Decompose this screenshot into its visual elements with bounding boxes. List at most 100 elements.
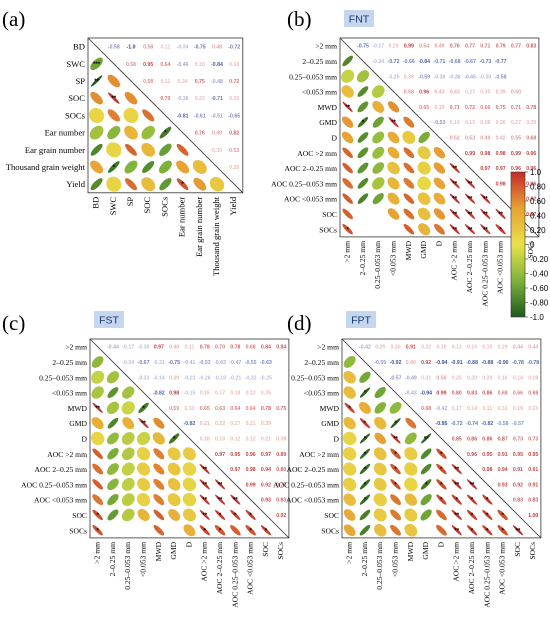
col-label: AOC 0.25–0.053 mm	[230, 542, 239, 608]
corr-value: -0.75	[194, 45, 206, 51]
corr-value: 0.31	[421, 375, 431, 381]
corr-value: -0.81	[177, 113, 189, 119]
signif-stars: *	[440, 452, 443, 458]
corr-ellipse	[153, 478, 165, 490]
corr-value: -0.57	[512, 421, 524, 427]
corr-ellipse	[495, 224, 506, 235]
signif-stars: *	[234, 513, 237, 519]
col-label: SOCs	[276, 542, 285, 560]
corr-ellipse	[482, 509, 493, 521]
panel-tag-box	[94, 311, 124, 328]
row-label: >2 mm	[317, 343, 339, 352]
corr-ellipse	[404, 432, 417, 445]
corr-ellipse	[417, 192, 431, 205]
corr-ellipse	[176, 178, 189, 191]
signif-stars: *	[249, 513, 252, 519]
row-label: >2 mm	[315, 42, 337, 51]
col-label: 0.25–0.053 mm	[123, 542, 132, 590]
corr-ellipse	[449, 162, 460, 174]
corr-ellipse	[371, 85, 385, 98]
corr-value: 0.68	[421, 406, 431, 412]
corr-ellipse	[90, 57, 103, 71]
col-label: SOC	[513, 542, 522, 557]
row-label: 2–0.25 mm	[304, 358, 339, 367]
corr-value: 0.98	[496, 151, 506, 157]
corr-value: 0.44	[528, 345, 538, 351]
row-label: Yield	[66, 179, 85, 189]
col-label: MWD	[404, 240, 413, 260]
col-label: SP	[125, 197, 135, 207]
corr-value: 0.66	[480, 105, 490, 111]
corr-ellipse	[359, 509, 371, 521]
corr-ellipse	[343, 356, 356, 368]
corr-value: 0.29	[498, 345, 508, 351]
corr-ellipse	[390, 448, 401, 459]
col-label: GMD	[169, 541, 178, 559]
corr-value: 0.30	[229, 96, 239, 102]
corr-value: 0.77	[465, 44, 475, 50]
corr-value: -0.61	[194, 113, 206, 119]
corr-ellipse	[121, 493, 135, 507]
corr-ellipse	[341, 131, 354, 144]
corr-ellipse	[92, 509, 103, 521]
diagonal-line	[341, 338, 542, 539]
corr-ellipse	[159, 126, 172, 139]
corr-value: -0.48	[211, 79, 223, 85]
corr-value: -0.72	[388, 59, 400, 65]
corr-ellipse	[121, 477, 135, 491]
corr-ellipse	[374, 402, 387, 414]
corr-ellipse	[91, 370, 105, 384]
corr-value: -0.47	[229, 360, 241, 366]
corr-value: 0.96	[246, 452, 256, 458]
corr-ellipse	[168, 433, 180, 444]
corr-ellipse	[341, 69, 355, 83]
row-label: GMD	[319, 118, 337, 127]
corr-value: 0.58	[143, 79, 153, 85]
corr-ellipse	[451, 525, 462, 536]
corr-ellipse	[387, 192, 400, 205]
corr-value: 0.78	[526, 105, 536, 111]
corr-value: 0.33	[195, 96, 205, 102]
corr-ellipse	[214, 479, 226, 490]
corr-value: -0.92	[390, 360, 402, 366]
corr-ellipse	[464, 193, 476, 204]
col-label: AOC 2–0.25 mm	[465, 241, 474, 294]
row-label: MWD	[320, 404, 340, 413]
col-label: SOCs	[526, 241, 535, 259]
panel-tag-box	[346, 311, 376, 328]
corr-ellipse	[420, 479, 432, 490]
corr-ellipse	[390, 494, 401, 506]
colorbar-tick-label: 0.40	[530, 212, 546, 221]
corr-ellipse	[153, 448, 165, 460]
corr-value: -0.82	[481, 421, 493, 427]
row-label: 0.25–0.053 mm	[291, 373, 339, 382]
corr-ellipse	[91, 417, 104, 430]
col-label: Ear grain number	[194, 197, 204, 257]
corr-ellipse	[230, 494, 241, 505]
corr-ellipse	[214, 525, 226, 536]
corr-ellipse	[341, 116, 354, 128]
row-label: SOCs	[65, 110, 86, 120]
corr-value: 0.83	[528, 498, 538, 504]
corr-ellipse	[153, 509, 165, 521]
signif-stars: *	[471, 528, 474, 534]
signif-stars: **	[95, 406, 100, 412]
signif-stars: *	[362, 120, 365, 126]
row-label: Thousand grain weight	[6, 162, 86, 172]
corr-ellipse	[433, 208, 446, 220]
corr-value: 0.83	[276, 498, 286, 504]
row-label: 0.25–0.053 mm	[289, 72, 337, 81]
corr-value: 0.99	[465, 151, 475, 157]
corr-ellipse	[403, 223, 415, 235]
corr-value: 0.29	[375, 345, 385, 351]
corr-ellipse	[341, 85, 354, 98]
row-label: SOCs	[69, 526, 87, 535]
corr-value: 0.83	[526, 44, 536, 50]
colorbar-tick-label: -0.80	[530, 299, 549, 308]
corr-ellipse	[387, 161, 400, 175]
corr-value: 0.71	[480, 44, 490, 50]
corr-value: 0.40	[406, 360, 416, 366]
corr-value: -0.55	[245, 360, 257, 366]
corr-value: 0.98	[482, 467, 492, 473]
corr-ellipse	[121, 508, 135, 522]
